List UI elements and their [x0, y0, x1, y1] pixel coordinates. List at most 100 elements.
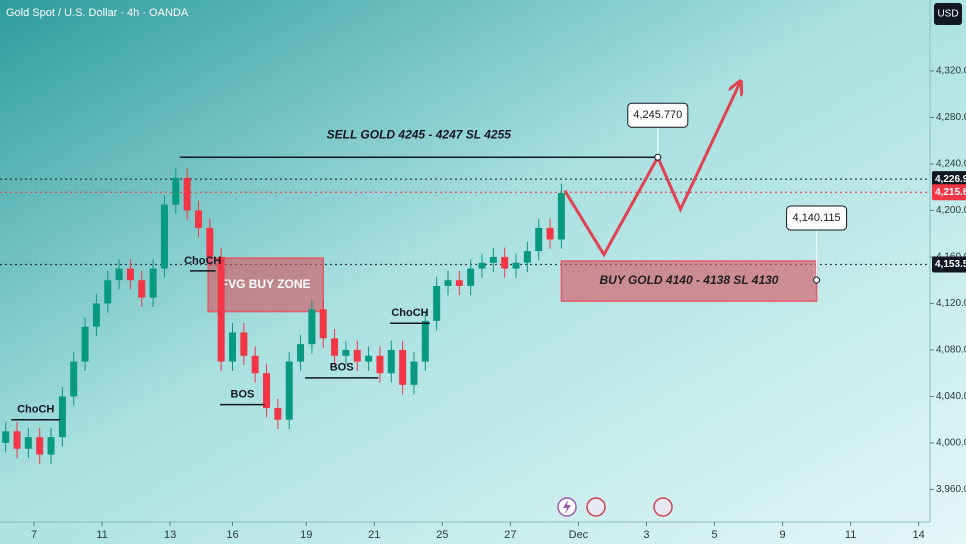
- candle: [240, 323, 248, 366]
- price-tag: [932, 171, 966, 188]
- y-tick-label: 3,960.0: [936, 484, 966, 495]
- structure-label: ChoCH: [184, 255, 221, 267]
- structure-label: ChoCH: [391, 307, 428, 319]
- candle-body: [160, 204, 168, 269]
- candle-body: [342, 349, 350, 356]
- candle: [342, 340, 350, 366]
- candle: [489, 247, 497, 273]
- candle: [399, 340, 407, 395]
- candle: [444, 270, 452, 296]
- callout-box: [786, 205, 848, 231]
- candle: [308, 299, 316, 354]
- x-tick-label: 19: [300, 529, 312, 541]
- y-tick-label: 4,200.0: [936, 205, 966, 216]
- price-tag: [932, 184, 966, 201]
- candle-body: [557, 192, 565, 240]
- candle: [138, 270, 146, 307]
- candle: [501, 247, 509, 278]
- y-tick-label: 4,040.0: [936, 391, 966, 402]
- candle: [104, 270, 112, 313]
- x-tick-label: 13: [164, 529, 176, 541]
- candle-body: [36, 437, 44, 455]
- candle-body: [172, 177, 180, 205]
- zone: [560, 260, 818, 302]
- candle-body: [92, 303, 100, 327]
- candle: [115, 259, 123, 290]
- candle: [126, 259, 134, 290]
- candle-body: [512, 262, 520, 269]
- x-tick-label: 11: [96, 529, 107, 541]
- event-icons: [557, 497, 673, 517]
- x-tick-label: 25: [436, 529, 448, 541]
- candle: [58, 387, 66, 447]
- candle: [478, 253, 486, 278]
- candle-body: [546, 227, 554, 240]
- candle-body: [263, 373, 271, 409]
- candle-body: [421, 320, 429, 362]
- candle: [331, 329, 339, 366]
- price-tag-label: 4,153.5: [935, 259, 966, 270]
- candle-body: [70, 361, 78, 397]
- candle: [387, 340, 395, 383]
- event-icon[interactable]: [653, 497, 673, 517]
- callout-label: 4,140.115: [793, 212, 841, 224]
- candle: [353, 340, 361, 371]
- callout-point: [654, 153, 662, 161]
- candle-body: [47, 437, 55, 455]
- candle-body: [81, 326, 89, 362]
- candle-body: [399, 349, 407, 385]
- candle-body: [149, 268, 157, 298]
- candle: [183, 168, 191, 220]
- candle-body: [229, 332, 236, 362]
- candle-body: [183, 177, 191, 211]
- candle-body: [115, 268, 123, 281]
- candle-body: [217, 256, 225, 362]
- x-tick-label: Dec: [569, 529, 589, 541]
- candle-body: [206, 227, 214, 257]
- candle: [455, 270, 463, 296]
- event-icon[interactable]: [586, 497, 606, 517]
- candle: [410, 352, 418, 395]
- candle: [13, 422, 21, 459]
- candle-body: [285, 361, 293, 420]
- candle-body: [467, 268, 475, 286]
- currency: USD: [937, 9, 958, 20]
- candle-body: [444, 280, 452, 286]
- structure-label: BOS: [231, 388, 255, 400]
- candle: [274, 398, 282, 429]
- price-tag-label: 4,215.6: [935, 187, 966, 198]
- candle-body: [138, 280, 146, 298]
- candle: [172, 168, 180, 214]
- candle-body: [308, 309, 316, 345]
- candle: [47, 427, 55, 464]
- candle-body: [251, 355, 259, 374]
- structure-label: BOS: [330, 362, 354, 374]
- x-tick-label: 27: [504, 529, 516, 541]
- candle: [160, 195, 168, 278]
- candle: [285, 352, 293, 429]
- callout-box: [627, 102, 689, 128]
- candle: [206, 218, 214, 267]
- callout-point: [813, 276, 821, 284]
- candle-body: [523, 251, 531, 263]
- x-tick-label: 21: [368, 529, 380, 541]
- candle-body: [376, 355, 384, 374]
- candle-body: [104, 280, 112, 304]
- sell-label: SELL GOLD 4245 - 4247 SL 4255: [327, 127, 512, 141]
- candle-body: [2, 431, 10, 443]
- y-tick-label: 4,080.0: [936, 345, 966, 356]
- candle: [297, 334, 305, 371]
- zone-label: BUY GOLD 4140 - 4138 SL 4130: [599, 273, 778, 287]
- candle-body: [501, 256, 509, 269]
- candle: [512, 253, 520, 278]
- x-tick-label: 11: [845, 529, 856, 541]
- x-tick-label: 5: [711, 529, 717, 541]
- candle-body: [194, 210, 202, 228]
- price-tag-label: 4,226.9: [935, 174, 966, 185]
- candle-body: [455, 280, 463, 286]
- y-tick-label: 4,000.0: [936, 438, 966, 449]
- callout-label: 4,245.770: [633, 109, 682, 121]
- candle-body: [387, 349, 395, 374]
- candle-body: [319, 309, 327, 339]
